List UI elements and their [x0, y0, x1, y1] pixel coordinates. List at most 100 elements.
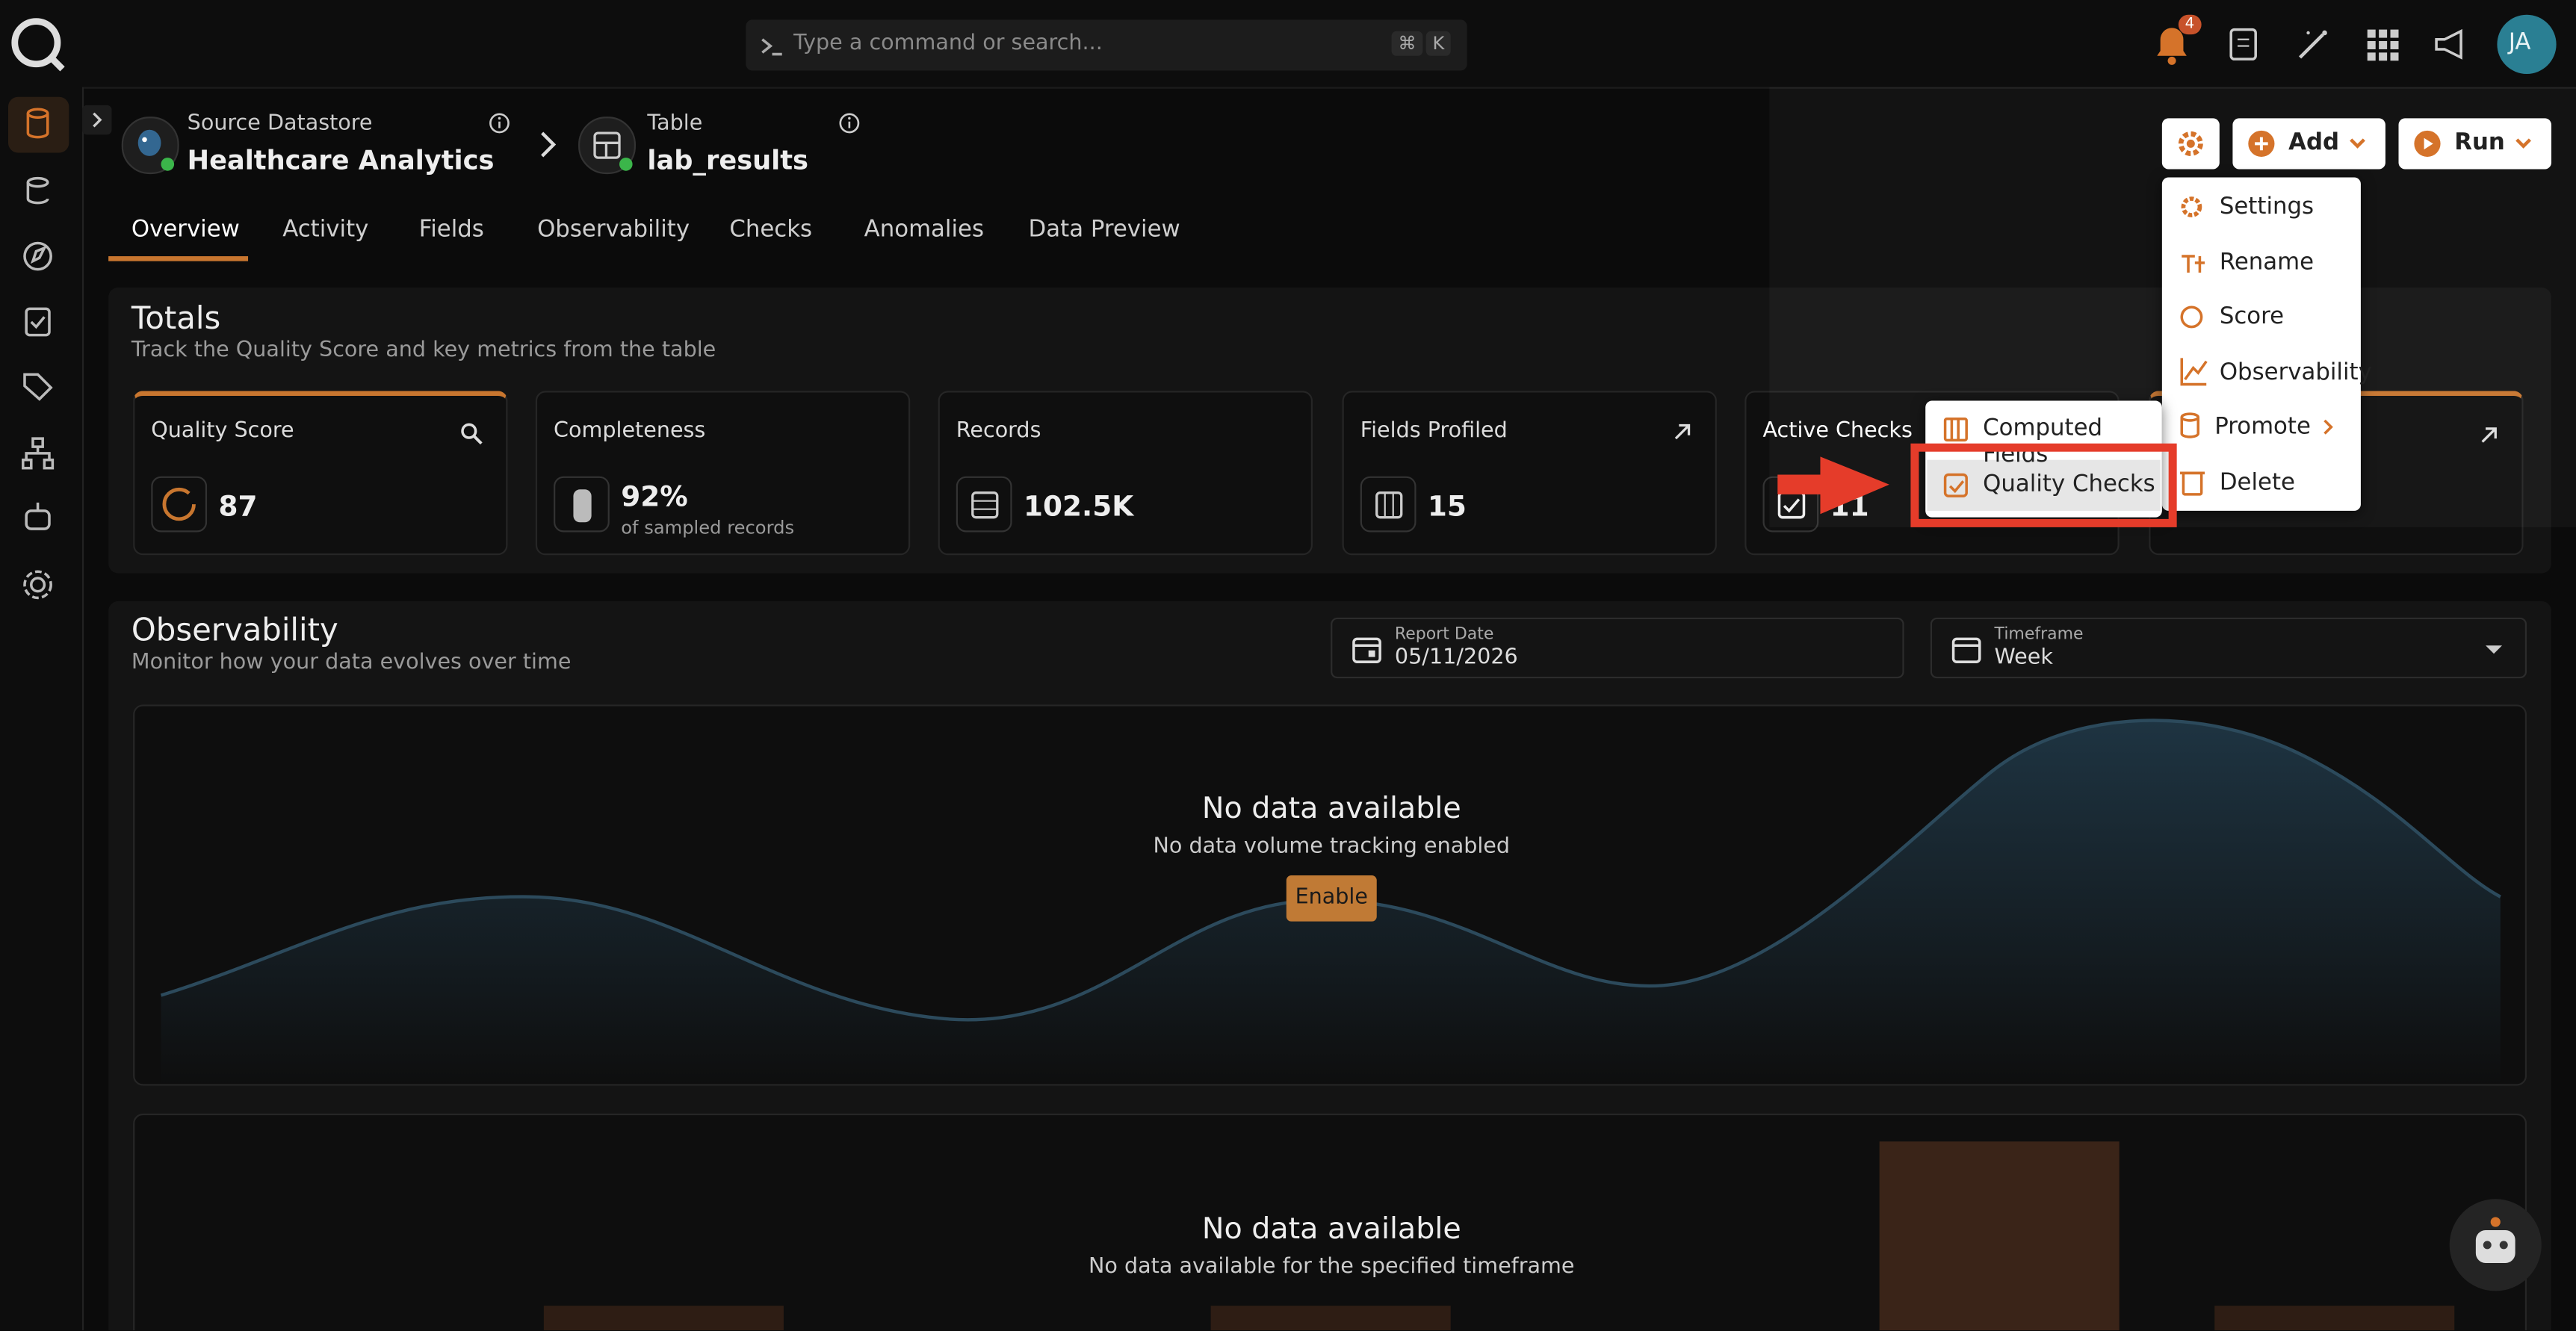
search-box[interactable]: Type a command or search... ⌘ K [746, 19, 1467, 71]
metric-label: Quality Score [151, 418, 294, 444]
assistant-button[interactable] [2449, 1199, 2542, 1291]
plus-icon [2248, 130, 2275, 158]
info-icon[interactable] [837, 112, 861, 135]
enable-button[interactable]: Enable [1286, 875, 1377, 922]
run-button[interactable]: Run [2398, 118, 2552, 170]
section-subtitle: Track the Quality Score and key metrics … [131, 338, 716, 363]
open-icon[interactable] [1673, 422, 1692, 441]
calendar-icon [1951, 637, 1981, 663]
section-subtitle: Monitor how your data evolves over time [131, 650, 572, 675]
metric-card: Fields Profiled 15 [1342, 391, 1717, 556]
nav-icons [22, 108, 55, 600]
field-value: 05/11/2026 [1394, 645, 1518, 671]
caret [2350, 138, 2365, 149]
settings-button[interactable] [2161, 118, 2220, 170]
tab[interactable]: Checks [729, 217, 813, 243]
field-label: Report Date [1394, 625, 1494, 645]
metric-label: Records [956, 418, 1041, 444]
volume-chart: No data available No data volume trackin… [133, 704, 2527, 1086]
submenu-icons [1943, 417, 1968, 497]
submenu-item[interactable]: Quality Checks [1983, 471, 2155, 498]
empty-message: No data available for the specified time… [1089, 1255, 1575, 1280]
apps-icon[interactable] [2366, 28, 2399, 61]
freshness-chart: No data available No data available for … [133, 1113, 2527, 1331]
collapse-toggle[interactable] [81, 105, 112, 135]
kbd: K [1425, 31, 1452, 56]
dropdown-caret [2486, 645, 2503, 654]
columns-glyph [1375, 491, 1403, 519]
metric-icon [151, 476, 208, 533]
metric-card: Completeness 92% of sampled records [535, 391, 911, 556]
datastore-name[interactable]: Healthcare Analytics [187, 144, 495, 176]
announce-icon[interactable] [2431, 26, 2471, 62]
logo [11, 18, 65, 72]
open-icon[interactable] [2479, 426, 2498, 445]
menu-icons [2180, 196, 2208, 496]
breadcrumb-chevron [541, 131, 557, 158]
metric-icon [554, 476, 610, 533]
metric-value: 92% [621, 481, 688, 515]
metric-value: 102.5K [1023, 491, 1134, 524]
gear-icon [2178, 131, 2203, 156]
postgres-logo [137, 129, 161, 156]
info-icon[interactable] [488, 112, 511, 135]
field-value: Week [1994, 645, 2053, 671]
placeholder-bar [2214, 1306, 2455, 1331]
cylinder [573, 489, 592, 523]
notification-count: 4 [2178, 14, 2202, 35]
section-title: Observability [131, 612, 338, 649]
menu-item[interactable]: Settings [2219, 193, 2315, 220]
submenu-arrow [2323, 419, 2333, 435]
metric-note: of sampled records [621, 517, 795, 539]
highlight-box [1910, 443, 2177, 527]
menu-item[interactable]: Promote [2214, 414, 2311, 441]
metric-card: Records 102.5K [938, 391, 1313, 556]
user-avatar[interactable]: JA [2497, 14, 2557, 74]
field-label: Timeframe [1994, 625, 2084, 645]
status-dot [619, 158, 633, 171]
table-label: Table [647, 111, 703, 137]
metric-value: 15 [1427, 491, 1467, 524]
tab[interactable]: Activity [282, 217, 369, 243]
tab[interactable]: Data Preview [1028, 217, 1180, 243]
tab[interactable]: Overview [131, 217, 240, 243]
report-date-field[interactable]: Report Date 05/11/2026 [1331, 617, 1904, 679]
add-button[interactable]: Add [2232, 118, 2385, 170]
menu-item[interactable]: Score [2219, 303, 2285, 330]
datastore-label: Source Datastore [187, 111, 373, 137]
section-title: Totals [131, 300, 221, 337]
table-glyph [593, 131, 621, 159]
magic-icon[interactable] [2295, 26, 2331, 62]
button-label: Add [2288, 129, 2340, 156]
tab[interactable]: Anomalies [864, 217, 985, 243]
search-icon[interactable] [460, 422, 483, 445]
play-icon [2414, 130, 2441, 158]
nav-active[interactable] [7, 96, 69, 153]
metric-card: Quality Score 87 [133, 391, 508, 556]
menu-item[interactable]: Delete [2219, 469, 2295, 497]
docs-icon[interactable] [2226, 26, 2262, 62]
tab[interactable]: Observability [537, 217, 690, 243]
user-initials: JA [2508, 29, 2531, 56]
menu-item[interactable]: Observability [2219, 359, 2372, 386]
metric-icon [1360, 476, 1417, 533]
table-name: lab_results [647, 144, 809, 176]
timeframe-select[interactable]: Timeframe Week [1930, 617, 2527, 679]
placeholder-bar [543, 1306, 784, 1331]
empty-message: No data volume tracking enabled [1153, 834, 1511, 860]
caret [2515, 138, 2531, 149]
search-placeholder: Type a command or search... [793, 31, 1103, 56]
metric-icon [956, 476, 1012, 533]
pointer-arrow [1777, 456, 1889, 515]
tab[interactable]: Fields [418, 217, 484, 243]
menu-item[interactable]: Rename [2219, 249, 2315, 276]
bell-icon[interactable] [2150, 19, 2193, 66]
table-icon [578, 117, 637, 175]
metric-label: Active Checks [1762, 418, 1913, 444]
empty-title: No data available [1201, 1211, 1461, 1247]
metric-label: Completeness [554, 418, 706, 444]
score-ring [162, 487, 196, 521]
placeholder-bar [1210, 1306, 1451, 1331]
empty-title: No data available [1201, 791, 1461, 827]
